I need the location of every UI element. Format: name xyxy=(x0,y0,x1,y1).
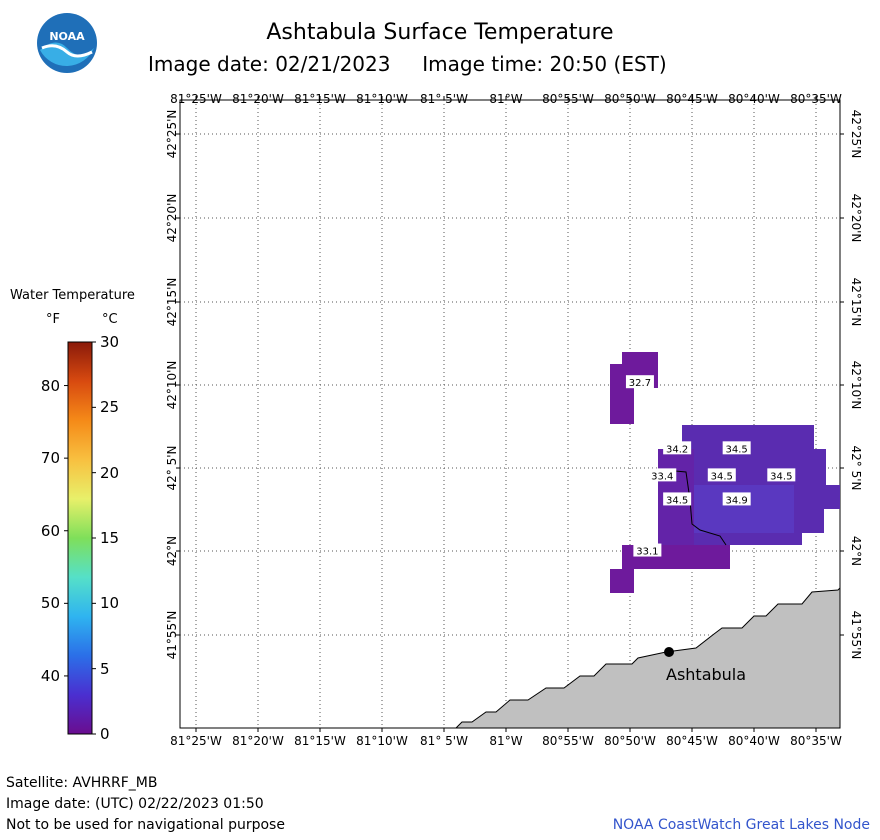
lat-label-right: 42°N xyxy=(849,536,863,566)
land-area xyxy=(454,586,841,729)
legend-tick-c: 15 xyxy=(100,529,120,547)
lon-label-top: 80°55'W xyxy=(542,92,594,106)
lat-label-left: 42°N xyxy=(165,536,179,566)
lat-label-left: 42°10'N xyxy=(165,361,179,410)
legend-tick-c: 10 xyxy=(100,594,120,613)
legend-tick-f: 70 xyxy=(40,449,60,468)
temp-label-bg xyxy=(722,441,751,455)
lon-label-top: 81° 5'W xyxy=(420,92,468,106)
lat-label-right: 42°20'N xyxy=(849,194,863,243)
lat-label-left: 41°55'N xyxy=(165,611,179,660)
lon-label-top: 81°20'W xyxy=(232,92,284,106)
satellite-info: Satellite: AVHRRF_MB xyxy=(6,775,158,791)
credit-text: NOAA CoastWatch Great Lakes Node xyxy=(612,817,870,833)
lon-label-bottom: 80°45'W xyxy=(666,734,718,748)
temp-label: 32.7 xyxy=(629,378,651,389)
temp-label: 34.2 xyxy=(666,444,688,455)
lon-label-bottom: 80°55'W xyxy=(542,734,594,748)
temp-label-bg xyxy=(767,468,796,482)
lon-label-bottom: 81°W xyxy=(489,734,522,748)
page-title: Ashtabula Surface Temperature xyxy=(266,20,614,45)
temp-label-bg xyxy=(648,468,677,482)
temp-label-bg xyxy=(722,492,751,506)
legend-tick-c: 30 xyxy=(100,333,120,351)
image-date-time: Image date: 02/21/2023 Image time: 20:50… xyxy=(148,52,667,76)
temp-label: 33.4 xyxy=(651,471,673,482)
lon-label-top: 80°50'W xyxy=(604,92,656,106)
lat-label-right: 41°55'N xyxy=(849,611,863,660)
navigation-disclaimer: Not to be used for navigational purpose xyxy=(6,817,285,833)
city-name: Ashtabula xyxy=(666,665,746,684)
lon-label-bottom: 80°40'W xyxy=(728,734,780,748)
legend-tick-f: 80 xyxy=(40,376,60,395)
lat-label-left: 42°20'N xyxy=(165,194,179,243)
legend-unit-f: °F xyxy=(46,312,60,327)
temp-label: 34.9 xyxy=(726,495,748,506)
lat-label-right: 42° 5'N xyxy=(849,446,863,491)
lon-label-top: 81°10'W xyxy=(356,92,408,106)
axis-labels: 81°25'W 81°25'W 81°20'W 81°20'W 81°15'W 81°15… xyxy=(165,92,863,748)
lon-label-bottom: 81°15'W xyxy=(294,734,346,748)
temp-label-bg xyxy=(633,543,662,557)
temp-label: 34.5 xyxy=(711,471,733,482)
noaa-logo-icon: NOAA xyxy=(36,12,98,74)
temp-label: 33.1 xyxy=(636,547,658,558)
lat-label-left: 42° 5'N xyxy=(165,446,179,491)
legend-tick-f: 60 xyxy=(40,521,60,540)
temp-label-bg xyxy=(663,441,692,455)
lat-label-right: 42°25'N xyxy=(849,110,863,159)
legend-tick-c: 5 xyxy=(100,659,110,678)
lon-label-top: 80°40'W xyxy=(728,92,780,106)
lat-label-left: 42°15'N xyxy=(165,278,179,327)
temp-label-bg xyxy=(663,492,692,506)
temp-label-bg xyxy=(625,375,654,389)
city-dot xyxy=(664,647,674,657)
lon-label-bottom: 81°20'W xyxy=(232,734,284,748)
temperature-labels: 32.7 34.2 34.5 33.4 34.5 34.5 34.5 34.9 33.1 xyxy=(625,375,796,558)
lat-label-right: 42°10'N xyxy=(849,361,863,410)
legend-tick-f: 40 xyxy=(40,666,60,685)
lon-label-top: 81°25'W xyxy=(170,92,222,106)
lat-label-right: 42°15'N xyxy=(849,278,863,327)
lon-label-bottom: 81°10'W xyxy=(356,734,408,748)
lon-label-bottom: 81° 5'W xyxy=(420,734,468,748)
legend-tick-c: 25 xyxy=(100,398,120,417)
lon-label-bottom: 80°35'W xyxy=(790,734,842,748)
graticule xyxy=(176,96,844,732)
lon-label-top: 81°15'W xyxy=(294,92,346,106)
temp-label: 34.5 xyxy=(726,444,748,455)
lon-label-top: 80°45'W xyxy=(666,92,718,106)
legend-unit-c: °C xyxy=(102,312,118,327)
logo-text: NOAA xyxy=(49,30,85,43)
temp-label: 34.5 xyxy=(770,471,792,482)
utc-image-date: Image date: (UTC) 02/22/2023 01:50 xyxy=(6,796,264,812)
lon-label-bottom: 80°50'W xyxy=(604,734,656,748)
city-marker: Ashtabula xyxy=(664,647,746,684)
legend-tick-c: 0 xyxy=(100,725,110,743)
legend-title: Water Temperature xyxy=(10,288,135,303)
legend-tick-f: 50 xyxy=(40,594,60,613)
legend-colorbar xyxy=(64,341,96,735)
lon-label-top: 81°W xyxy=(489,92,522,106)
temp-label: 34.5 xyxy=(666,495,688,506)
lat-label-left: 42°25'N xyxy=(165,110,179,159)
legend-tick-c: 20 xyxy=(100,463,120,482)
lon-label-top: 80°35'W xyxy=(790,92,842,106)
map-frame xyxy=(179,99,841,729)
temp-label-bg xyxy=(707,468,736,482)
lon-label-bottom: 81°25'W xyxy=(170,734,222,748)
